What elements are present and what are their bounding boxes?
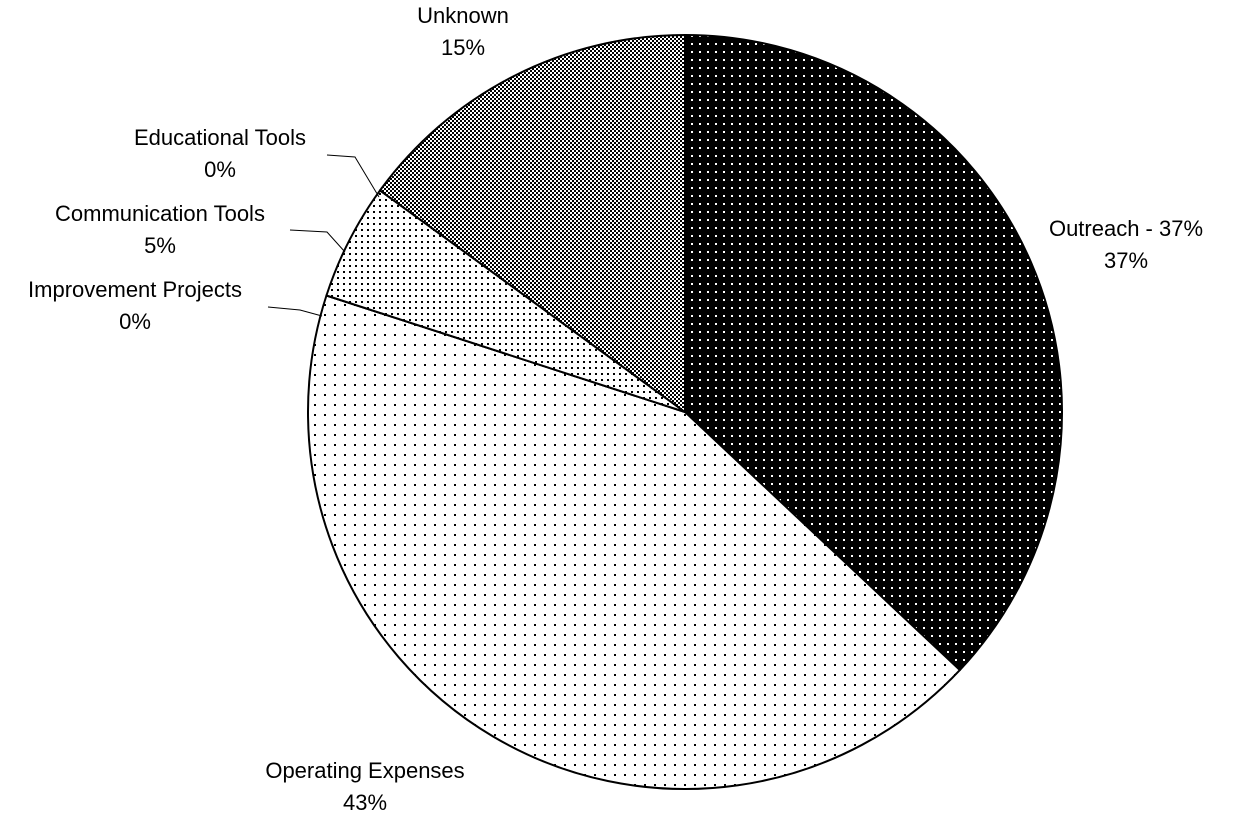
leader-line (267, 306, 323, 317)
pie-slice (379, 34, 686, 413)
pie-slice (307, 294, 961, 790)
leader-line (289, 229, 346, 253)
slice-value-label: 37% (1104, 248, 1148, 273)
slice-label: Communication Tools (55, 201, 265, 226)
slice-value-label: 5% (144, 233, 176, 258)
slice-label: Operating Expenses (265, 758, 464, 783)
slice-value-label: 0% (204, 157, 236, 182)
slice-label: Unknown (417, 3, 509, 28)
slice-value-label: 43% (343, 790, 387, 815)
slices (307, 34, 1063, 790)
slice-value-label: 0% (119, 309, 151, 334)
slice-label: Improvement Projects (28, 277, 242, 302)
slice-label: Educational Tools (134, 125, 306, 150)
leader-line (326, 154, 380, 198)
pie-slice (684, 34, 1063, 672)
slice-label: Outreach - 37% (1049, 216, 1203, 241)
slice-value-label: 15% (441, 35, 485, 60)
